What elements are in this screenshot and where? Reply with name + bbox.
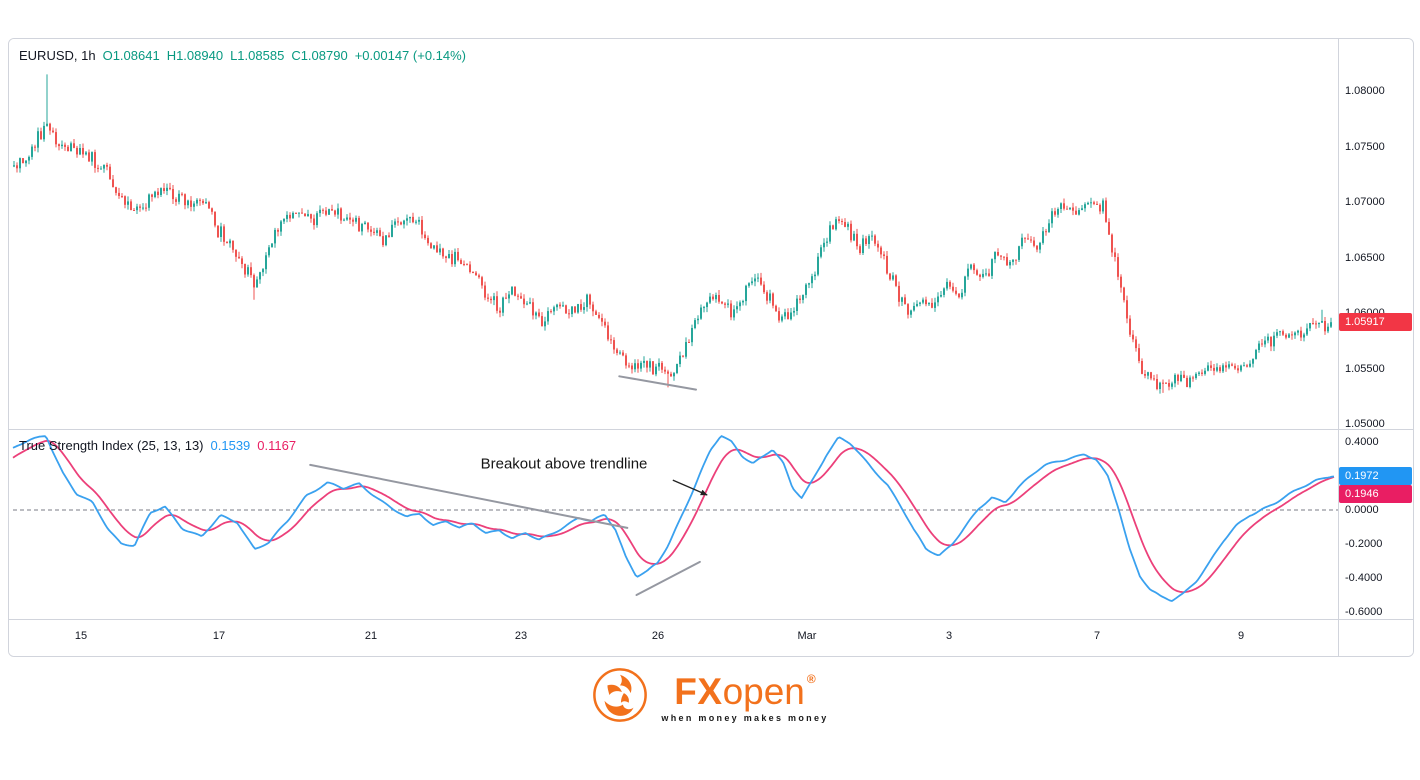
tsi-tick-label: 0.0000 <box>1345 504 1379 516</box>
price-tick-label: 1.06500 <box>1345 251 1385 264</box>
price-tick-label: 1.07500 <box>1345 140 1385 153</box>
price-tick-label: 1.05500 <box>1345 362 1385 375</box>
last-price-badge: 1.05917 <box>1339 313 1412 331</box>
tsi-tick-label: -0.2000 <box>1345 538 1383 550</box>
tsi-value: 0.1539 <box>210 438 251 453</box>
time-label: 3 <box>945 630 953 642</box>
time-label: 7 <box>1093 630 1101 642</box>
time-label: 15 <box>74 630 88 642</box>
time-label: 9 <box>1237 630 1245 642</box>
tsi-tick-label: 0.4000 <box>1345 436 1379 448</box>
registered-mark: ® <box>806 671 816 686</box>
price-tick-label: 1.05000 <box>1345 418 1385 430</box>
time-label: 17 <box>212 630 226 642</box>
price-tick-label: 1.07000 <box>1345 196 1385 208</box>
tsi-tick-label: -0.6000 <box>1345 606 1383 618</box>
price-legend: EURUSD, 1h O1.08641 H1.08940 L1.08585 C1.087… <box>19 48 466 63</box>
ohlc-open: O1.08641 <box>102 48 160 63</box>
price-tick-label: 1.08000 <box>1345 85 1385 97</box>
brand-tagline: when money makes money <box>661 712 829 723</box>
brand-open-text: open <box>722 670 805 712</box>
symbol-title: EURUSD, 1h <box>19 48 96 63</box>
chart-container: EURUSD, 1h O1.08641 H1.08940 L1.08585 C1.087… <box>8 38 1414 657</box>
tsi-value-badge: 0.1972 <box>1339 467 1412 485</box>
time-axis[interactable] <box>9 620 1338 656</box>
tsi-signal-value: 0.1167 <box>257 438 297 453</box>
tsi-tick-label: -0.4000 <box>1345 572 1383 584</box>
ohlc-low: L1.08585 <box>230 48 285 63</box>
ohlc-close: C1.08790 <box>291 48 348 63</box>
tsi-signal-badge: 0.1946 <box>1339 485 1412 503</box>
tsi-title: True Strength Index (25, 13, 13) <box>19 438 204 453</box>
footer-brand: FX open ® when money makes money <box>0 666 1420 729</box>
ohlc-change: +0.00147 (+0.14%) <box>354 48 467 63</box>
fxopen-emblem-icon <box>591 666 649 729</box>
tsi-legend: True Strength Index (25, 13, 13) 0.1539 0.… <box>19 438 296 453</box>
time-label: 23 <box>514 630 528 642</box>
time-label: 21 <box>364 630 378 642</box>
breakout-annotation: Breakout above trendline <box>480 455 648 473</box>
brand-fx-text: FX <box>674 670 723 712</box>
ohlc-high: H1.08940 <box>166 48 224 63</box>
time-label: 26 <box>651 630 665 642</box>
time-label: Mar <box>797 630 817 642</box>
